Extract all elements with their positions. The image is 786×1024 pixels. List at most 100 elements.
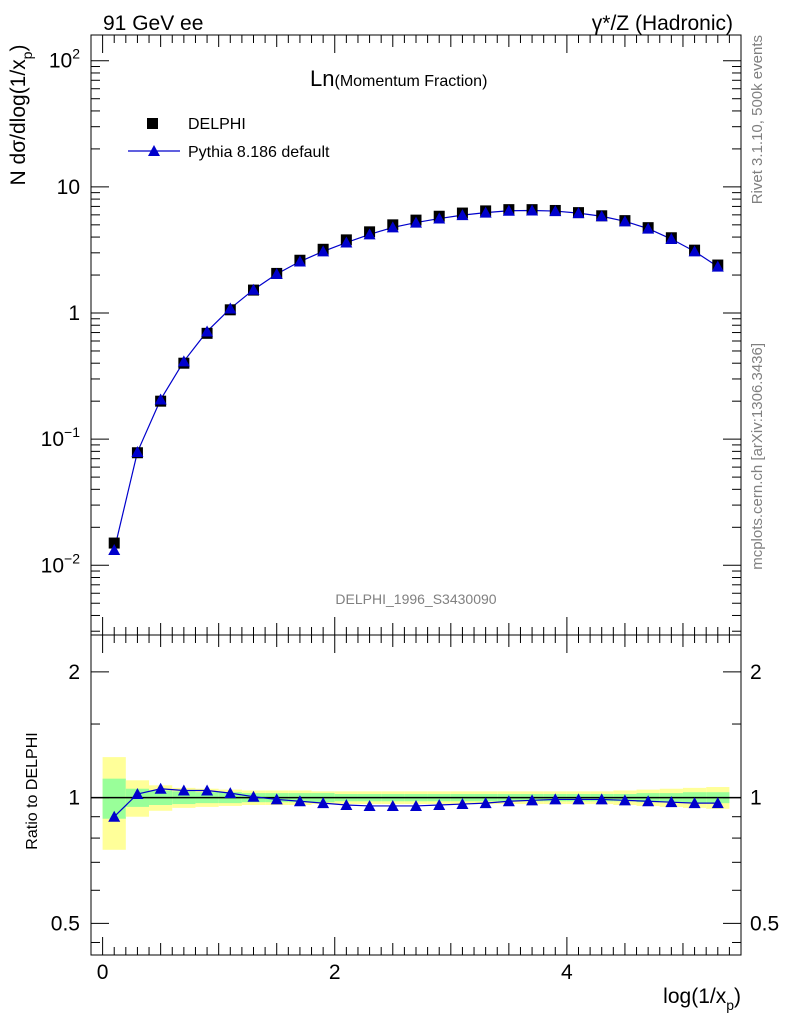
ratio-y-tick-label-right: 0.5 (750, 912, 779, 935)
ratio-point-pythia (456, 798, 469, 810)
data-point-pythia (595, 210, 608, 222)
ratio-point-pythia (502, 795, 515, 807)
data-point-pythia (502, 204, 515, 216)
data-point-delphi (108, 537, 120, 549)
legend-mc-label: Pythia 8.186 default (188, 144, 330, 161)
ratio-point-pythia (711, 797, 724, 809)
x-axis-label-text: log(1/x (663, 985, 727, 1008)
ratio-y-tick-label-left: 2 (68, 661, 80, 684)
ratio-y-tick-label-left: 0.5 (51, 912, 80, 935)
ratio-band-inner (102, 778, 126, 819)
ratio-point-pythia (201, 784, 214, 796)
data-point-pythia (665, 233, 678, 245)
ratio-point-pythia (270, 793, 283, 805)
data-point-pythia (154, 393, 167, 405)
ratio-y-tick-label-left: 1 (68, 787, 80, 810)
main-y-tick-label-exp: −2 (64, 550, 80, 566)
ratio-point-pythia (479, 797, 492, 809)
ratio-point-pythia (108, 810, 121, 822)
data-point-pythia (688, 245, 701, 257)
data-point-pythia (293, 255, 306, 267)
ratio-point-pythia (642, 795, 655, 807)
plot-title-main: Ln (310, 66, 334, 91)
data-point-pythia (177, 355, 190, 367)
x-axis-label-close: ) (734, 985, 741, 1008)
main-y-tick-label-exp: −1 (64, 424, 80, 440)
rivet-side-text: Rivet 3.1.10, 500k events (749, 35, 766, 204)
main-y-tick-label: 10 (57, 176, 80, 199)
data-point-pythia (526, 204, 539, 216)
data-point-pythia (363, 228, 376, 240)
legend-data-marker (147, 118, 158, 129)
ratio-y-axis-label: Ratio to DELPHI (24, 732, 41, 849)
right-title: γ*/Z (Hadronic) (592, 12, 733, 35)
ratio-y-tick-label-right: 2 (750, 661, 762, 684)
data-point-pythia (340, 236, 353, 248)
ratio-point-pythia (688, 797, 701, 809)
ratio-point-pythia (433, 799, 446, 811)
ratio-point-pythia (177, 784, 190, 796)
ratio-point-pythia (224, 787, 237, 799)
x-axis-label: log(1/xp) (663, 985, 741, 1013)
plot-title-sub: (Momentum Fraction) (334, 73, 487, 90)
ratio-point-pythia (154, 782, 167, 794)
data-point-pythia (317, 245, 330, 257)
data-point-pythia (572, 207, 585, 219)
ratio-point-pythia (247, 790, 260, 802)
ratio-point-pythia (386, 799, 399, 811)
x-tick-labels: 0 2 4 (97, 961, 573, 984)
data-point-pythia (131, 446, 144, 458)
data-point-pythia (270, 267, 283, 279)
main-y-axis-label-text: N dσ/dlog(1/x (7, 59, 30, 186)
ratio-point-pythia (410, 799, 422, 811)
main-y-tick-label: 10−1 (41, 424, 81, 451)
main-y-tick-label: 102 (49, 46, 80, 73)
main-axis-ticks (90, 35, 742, 635)
main-y-tick-label-base: 10 (41, 554, 64, 577)
data-point-pythia (410, 216, 422, 228)
ratio-point-pythia (618, 794, 631, 806)
ratio-point-pythia (572, 793, 585, 805)
ratio-plot-series (108, 782, 724, 822)
main-y-tick-label: 1 (68, 302, 80, 325)
main-y-tick-label-exp: 2 (72, 46, 80, 62)
main-y-axis-label: N dσ/dlog(1/xp) (7, 45, 35, 186)
ratio-point-pythia (549, 793, 562, 805)
x-tick-label: 2 (329, 961, 341, 984)
main-y-tick-label: 10−2 (41, 550, 81, 577)
ratio-point-pythia (665, 796, 678, 808)
mcplots-side-text: mcplots.cern.ch [arXiv:1306.3436] (749, 343, 766, 570)
ratio-point-pythia (526, 794, 539, 806)
ratio-point-pythia (293, 795, 306, 807)
plot-title: Ln(Momentum Fraction) (310, 66, 487, 91)
mc-series-line (113, 209, 719, 551)
legend-data-label: DELPHI (188, 116, 246, 133)
data-point-pythia (711, 260, 724, 272)
main-y-axis-label-close: ) (7, 45, 30, 52)
data-point-pythia (456, 209, 469, 221)
ratio-point-pythia (595, 793, 608, 805)
data-point-pythia (433, 212, 446, 224)
ratio-point-pythia (131, 788, 144, 800)
data-point-pythia (549, 205, 562, 217)
ratio-y-tick-label-right: 1 (750, 787, 762, 810)
data-point-pythia (224, 302, 237, 314)
data-point-pythia (479, 206, 492, 218)
main-y-tick-label-base: 10 (49, 50, 72, 73)
left-title: 91 GeV ee (103, 12, 203, 35)
ratio-y-tick-labels: 0.5 0.5 1 1 2 2 (51, 661, 779, 936)
data-point-pythia (642, 222, 655, 234)
legend-mc-marker (148, 145, 160, 156)
main-y-axis-label-sub: p (19, 51, 35, 59)
ratio-point-pythia (340, 799, 353, 811)
main-y-tick-label-base: 10 (41, 428, 64, 451)
ratio-point-pythia (317, 797, 330, 809)
x-axis-label-sub: p (726, 997, 734, 1013)
x-tick-label: 4 (561, 961, 573, 984)
data-point-pythia (201, 325, 214, 337)
data-point-pythia (386, 221, 399, 233)
data-point-pythia (108, 544, 121, 556)
main-plot-series (108, 204, 724, 556)
x-tick-label: 0 (97, 961, 109, 984)
